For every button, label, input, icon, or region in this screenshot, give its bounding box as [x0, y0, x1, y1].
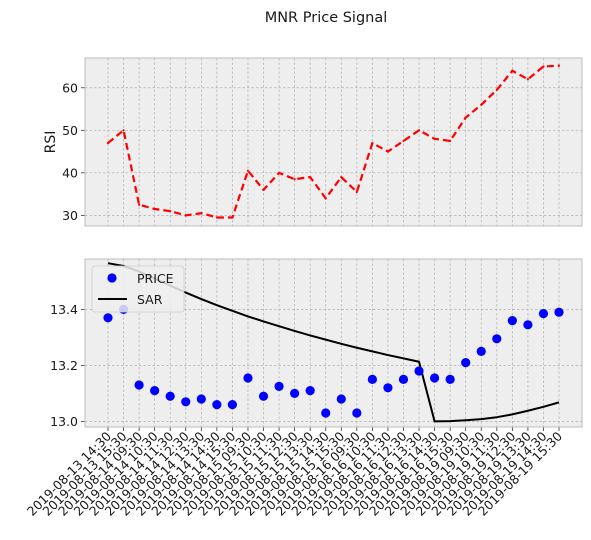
- top-y-tick-label: 60: [62, 80, 78, 95]
- rsi-series-line: [107, 64, 560, 219]
- price-point: [181, 397, 191, 407]
- price-point: [429, 373, 440, 383]
- rsi-axes-frame: [84, 57, 583, 227]
- price-point: [538, 309, 549, 319]
- top-y-tick-label: 40: [62, 165, 78, 180]
- price-point: [383, 383, 393, 393]
- price-point: [398, 374, 409, 384]
- bot-y-tick-label: 13.2: [50, 358, 78, 373]
- rsi-gridlines: [85, 58, 582, 226]
- price-point: [243, 373, 253, 383]
- rsi-point: [122, 129, 125, 132]
- price-point: [150, 386, 160, 396]
- rsi-point: [200, 212, 203, 215]
- top-y-tick-label: 50: [62, 123, 78, 138]
- bot-y-tick-label: 13.4: [50, 302, 78, 317]
- rsi-point: [557, 64, 561, 67]
- legend: PRICE SAR: [91, 265, 185, 313]
- rsi-point: [309, 175, 312, 179]
- price-series-group: [103, 262, 564, 423]
- rsi-panel: 30 40 50 60 RSI: [43, 57, 583, 227]
- rsi-point: [402, 139, 405, 143]
- rsi-point: [371, 141, 374, 145]
- price-point: [507, 316, 517, 326]
- price-y-ticks: 13.0 13.2 13.4: [50, 302, 85, 429]
- rsi-point: [480, 103, 483, 106]
- legend-price-marker: [107, 273, 117, 283]
- rsi-point: [246, 169, 250, 172]
- price-axes-frame: [84, 258, 583, 428]
- price-point: [134, 380, 144, 390]
- rsi-point: [231, 216, 234, 219]
- rsi-point: [495, 88, 498, 91]
- rsi-series-group: [106, 64, 561, 219]
- rsi-point: [324, 197, 327, 200]
- rsi-point: [526, 78, 529, 81]
- price-sar-panel: 13.0 13.2 13.4 2019-08-13 14:302019-08-13 …: [24, 258, 583, 519]
- price-point: [258, 391, 269, 401]
- rsi-point: [184, 214, 187, 217]
- price-point: [445, 374, 455, 384]
- rsi-point: [433, 137, 436, 140]
- price-point: [367, 374, 377, 384]
- rsi-point: [542, 65, 545, 68]
- rsi-point: [138, 203, 141, 206]
- price-point: [336, 394, 346, 404]
- bot-y-tick-label: 13.0: [50, 414, 78, 429]
- rsi-point: [449, 139, 452, 143]
- rsi-plot-area: [85, 58, 582, 226]
- rsi-point: [386, 150, 390, 153]
- rsi-point: [169, 210, 172, 213]
- price-point: [290, 388, 300, 398]
- price-point: [352, 408, 362, 418]
- legend-price-label: PRICE: [137, 271, 174, 286]
- rsi-point: [153, 207, 156, 211]
- price-point: [414, 366, 424, 376]
- price-point: [305, 386, 315, 396]
- price-point: [212, 400, 222, 410]
- rsi-point: [262, 188, 265, 191]
- price-point: [196, 394, 206, 404]
- price-point: [227, 400, 238, 410]
- figure-title: MNR Price Signal: [265, 10, 388, 26]
- price-point: [461, 358, 471, 368]
- price-point: [274, 381, 284, 391]
- rsi-point: [106, 141, 110, 145]
- rsi-y-ticks: 30 40 50 60: [62, 80, 85, 223]
- rsi-y-axis-label: RSI: [43, 131, 59, 154]
- legend-sar-label: SAR: [137, 292, 163, 307]
- rsi-point: [511, 69, 514, 72]
- price-point: [492, 334, 502, 344]
- rsi-point: [417, 129, 421, 132]
- rsi-point: [355, 190, 358, 194]
- rsi-point: [277, 171, 281, 174]
- price-point: [554, 307, 564, 317]
- price-point: [523, 320, 533, 330]
- rsi-point: [215, 216, 218, 219]
- price-point: [321, 408, 331, 418]
- rsi-point: [340, 175, 343, 179]
- price-point: [476, 346, 486, 356]
- price-point: [103, 313, 113, 323]
- top-y-tick-label: 30: [62, 208, 78, 223]
- rsi-point: [464, 116, 467, 119]
- rsi-point: [293, 178, 296, 181]
- price-point: [165, 391, 175, 401]
